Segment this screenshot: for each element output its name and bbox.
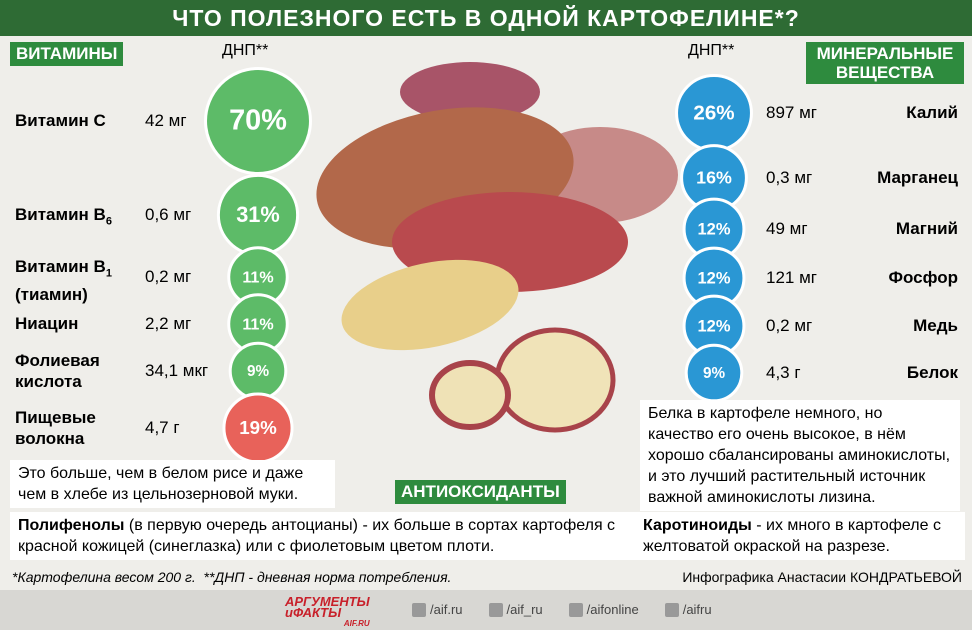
social: /aif.ru [412,602,463,617]
vitamin-name: Фолиевая кислота [15,350,100,392]
potatoes [316,62,678,433]
vitamins-label: ВИТАМИНЫ [10,42,124,66]
amount: 897 мг [766,103,817,122]
amount: 0,3 мг [766,168,813,187]
carotenoids: Каротиноиды - их много в картофеле с жел… [635,512,965,560]
dnp-label: ДНП** [688,42,735,59]
amount: 42 мг [145,111,187,130]
name: Фолиевая [15,351,100,370]
social-icon [488,602,503,617]
social: /aif_ru [488,602,543,617]
vitamin-name: Витамин С [15,110,106,131]
name: Ниацин [15,314,79,333]
social-link: /aif_ru [506,602,543,617]
dnp-value: 26% [693,101,734,124]
vitamin-name: Витамин B1 (тиамин) [15,256,112,305]
name-line2: волокна [15,429,85,448]
footnote: *Картофелина весом 200 г. **ДНП - дневна… [12,569,452,585]
name: Витамин B [15,257,106,276]
amount: 0,6 мг [145,205,192,224]
header-bar [0,0,972,36]
social-icon [664,602,679,617]
social-icon [412,602,426,617]
minerals-label: МИНЕРАЛЬНЫЕ ВЕЩЕСТВА [806,42,964,84]
social: /aifonline [568,602,639,617]
amount: 4,3 г [766,363,801,382]
dnp-label: ДНП** [222,42,269,59]
dnp-value: 12% [698,317,731,335]
dnp-value: 11% [242,315,273,333]
mineral-name: Фосфор [888,268,958,287]
minerals-note: Белка в картофеле немного, но качество е… [640,400,960,511]
dnp-circle [204,67,312,175]
dnp-value: 12% [698,269,731,287]
amount: 2,2 мг [145,314,192,333]
antioxidants-label: АНТИОКСИДАНТЫ [395,480,566,504]
mineral-name: Калий [906,103,958,122]
name-line2: (тиамин) [15,285,88,305]
amount: 121 мг [766,268,817,287]
dnp-value: 19% [239,417,277,438]
vitamin-name: Витамин B6 [15,204,112,232]
mineral-name: Медь [913,316,958,335]
dnp-value: 9% [247,363,269,380]
mineral-name: Марганец [877,168,958,187]
amount: 0,2 мг [145,267,192,286]
social-icon [568,602,583,617]
name: Витамин С [15,111,106,130]
logo-line: иФАКТЫ [285,605,342,620]
amount: 34,1 мкг [145,361,209,380]
amount: 49 мг [766,219,808,238]
name: Пищевые [15,408,96,427]
vitamins-note: Это больше, чем в белом рисе и даже чем … [10,460,335,508]
term: Каротиноиды [643,517,752,534]
socials: /aif.ru/aif_ru/aifonline/aifru [412,602,712,617]
social-link: /aif.ru [430,602,463,617]
term: Полифенолы [18,517,125,534]
dnp-value: 16% [696,168,732,188]
dnp-value: 11% [242,268,273,286]
polyphenols: Полифенолы (в первую очередь антоцианы) … [10,512,635,560]
name: Витамин B [15,205,106,224]
mineral-name: Белок [906,363,958,382]
text: - их много в картофеле с желтоватой окра… [643,517,941,555]
amount: 0,2 мг [766,316,813,335]
social-link: /aifonline [586,602,639,617]
social-link: /aifru [682,602,712,617]
subscript: 1 [105,267,112,280]
name-line2: кислота [15,372,82,391]
credit: Инфографика Анастасии КОНДРАТЬЕВОЙ [682,569,962,585]
logo-line: AIF.RU [343,619,370,628]
vitamin-name: Ниацин [15,313,78,334]
footer-bar [0,590,972,630]
mineral-name: Магний [895,219,958,238]
dnp-value: 9% [703,365,725,382]
dnp-value: 70% [229,105,287,137]
text: (в первую очередь антоцианы) - их больше… [18,517,616,555]
dnp-value: 12% [698,220,731,238]
social: /aifru [664,602,712,617]
amount: 4,7 г [145,418,180,437]
vitamin-name: Пищевые волокна [15,407,96,449]
logo-line: АРГУМЕНТЫ [285,594,370,609]
logo: АРГУМЕНТЫ иФАКТЫ AIF.RU [285,594,370,629]
title: ЧТО ПОЛЕЗНОГО ЕСТЬ В ОДНОЙ КАРТОФЕЛИНЕ*? [172,5,800,31]
subscript: 6 [105,215,112,228]
dnp-value: 31% [236,202,280,227]
